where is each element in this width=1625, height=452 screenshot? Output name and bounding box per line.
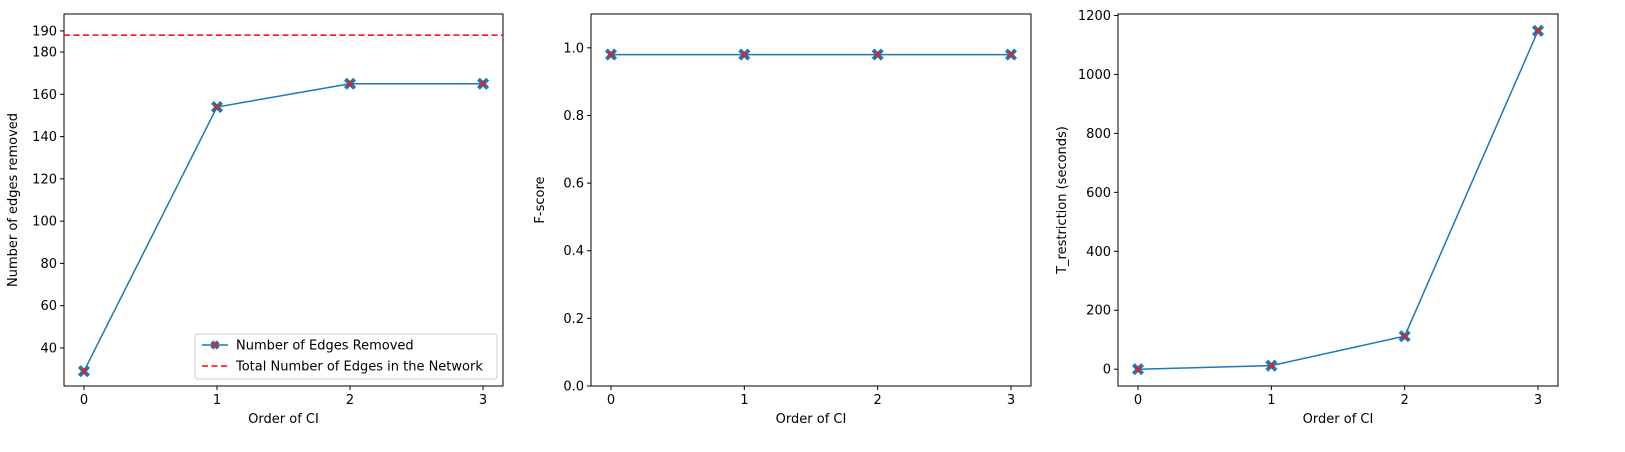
x-tick-label: 0 [80,393,88,408]
x-tick-label: 2 [346,393,354,408]
plot-frame [1117,13,1559,387]
y-tick-label: 0.8 [563,109,584,124]
y-tick-label: 400 [1086,245,1111,260]
x-axis-label: Order of CI [248,412,319,427]
x-axis-label: Order of CI [776,412,847,427]
y-tick-label: 180 [32,46,57,61]
x-tick-label: 3 [1007,393,1015,408]
x-axis-label: Order of CI [1303,412,1374,427]
marker-x [874,51,881,58]
x-tick-label: 0 [1134,393,1142,408]
y-tick-label: 0.2 [563,312,584,327]
data-point [1265,359,1278,372]
legend: Number of Edges Removed Total Number of E… [194,333,498,380]
data-point [77,365,90,378]
y-tick-label: 1200 [1078,9,1111,24]
y-tick-label: 160 [32,88,57,103]
data-point [604,48,618,61]
y-tick-label: 100 [32,215,57,230]
y-tick-label: 0.0 [563,380,584,395]
x-tick-label: 2 [1401,393,1409,408]
marker-x [479,80,487,87]
y-tick-label: 190 [32,24,57,39]
y-tick-label: 80 [40,257,57,272]
x-tick-label: 2 [874,393,882,408]
x-tick-label: 1 [213,393,221,408]
marker-x [607,51,615,58]
legend-label-reference: Total Number of Edges in the Network [235,360,483,375]
y-tick-label: 1.0 [563,41,584,56]
legend-frame [194,333,498,380]
data-point [343,77,357,90]
plot-frame [590,13,1032,387]
legend-label-series: Number of Edges Removed [236,339,414,354]
marker-x [741,51,748,58]
y-tick-label: 600 [1086,186,1111,201]
marker-x [1134,366,1142,373]
series-line [83,83,484,372]
y-axis-label: T_restriction (seconds) [1055,126,1070,275]
marker-x [1401,333,1408,340]
x-tick-label: 1 [740,393,748,408]
y-tick-label: 1000 [1078,68,1111,83]
x-tick-label: 0 [607,393,615,408]
x-tick-label: 3 [479,393,487,408]
y-tick-label: 0 [1103,363,1111,378]
y-tick-label: 800 [1086,127,1111,142]
data-point [871,48,884,61]
data-point [738,48,751,61]
y-tick-label: 0.4 [563,244,584,259]
y-axis-label: Number of edges removed [6,113,21,287]
legend-marker [210,340,220,350]
marker-x [1534,27,1542,34]
marker-x [80,368,88,375]
y-axis-label: F-score [533,176,548,223]
data-point [1004,48,1018,61]
y-tick-label: 140 [32,130,57,145]
marker-x [346,80,354,87]
y-tick-label: 120 [32,172,57,187]
marker-x [211,341,219,349]
chart-panel-1: 0 1 2 3 40 60 80 100 120 140 160 180 190 Order of CI N… [6,13,504,427]
chart-panel-2: 0 1 2 3 0.0 0.2 0.4 0.6 0.8 1.0 Order of CI F-score [533,13,1032,427]
y-tick-label: 0.6 [563,177,584,192]
y-tick-label: 200 [1086,304,1111,319]
marker-x [213,103,221,111]
x-tick-label: 1 [1267,393,1275,408]
marker-x [1268,362,1275,369]
chart-panel-3: 0 1 2 3 0 200 400 600 800 1000 1200 Order of CI T_re… [1055,9,1559,427]
x-tick-label: 3 [1534,393,1542,408]
data-point [1398,330,1411,343]
y-tick-label: 40 [40,341,57,356]
data-point [210,100,224,114]
data-point [477,77,490,90]
y-tick-label: 60 [40,299,57,314]
series-line [1137,30,1539,370]
marker-x [1007,51,1015,58]
data-point [1131,363,1145,376]
data-point [1531,24,1545,37]
plot-frame [63,13,504,387]
